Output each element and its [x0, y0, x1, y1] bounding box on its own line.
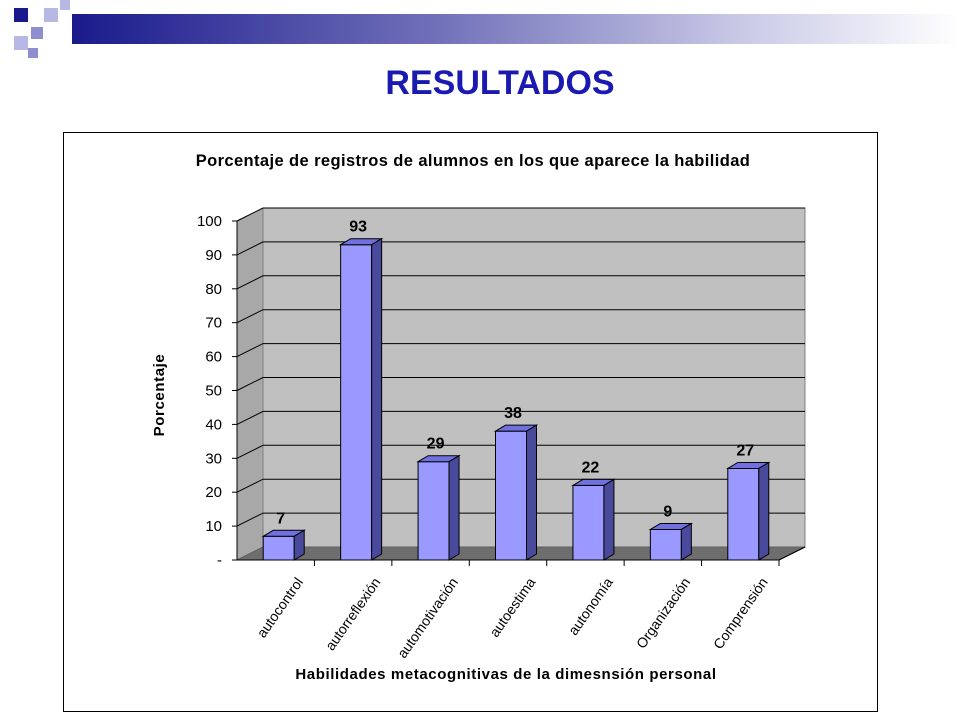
- slide-title: RESULTADOS: [385, 64, 615, 102]
- data-label: 9: [663, 503, 672, 520]
- data-label: 27: [736, 442, 754, 459]
- data-label: 29: [427, 436, 445, 453]
- y-tick-label: -: [217, 552, 222, 569]
- x-axis-title: Habilidades metacognitivas de la dimesns…: [295, 666, 716, 683]
- gridline: [236, 512, 805, 527]
- y-tick-label: 20: [205, 484, 222, 501]
- corner-square-small: [28, 48, 38, 58]
- gridline: [236, 410, 805, 425]
- data-label: 38: [504, 405, 522, 422]
- bar-side: [448, 454, 460, 561]
- bar: [572, 484, 605, 561]
- corner-square-small: [60, 0, 70, 10]
- y-tick-label: 50: [205, 383, 222, 400]
- x-tick-label: autocontrol: [253, 575, 306, 641]
- gridline: [236, 275, 805, 290]
- x-tick-label: autoestima: [486, 574, 539, 639]
- corner-square-dark: [14, 8, 28, 22]
- corner-square-light: [14, 36, 28, 50]
- bar: [340, 244, 373, 561]
- gridline: [236, 478, 805, 493]
- y-tick-label: 70: [205, 315, 222, 332]
- gridline: [236, 241, 805, 256]
- chart-frame: Porcentaje de registros de alumnos en lo…: [63, 132, 878, 712]
- corner-square-mid: [31, 27, 43, 39]
- header-gradient-bar: [72, 14, 960, 44]
- data-label: 7: [276, 510, 285, 527]
- gridline: [236, 343, 805, 358]
- y-tick-label: 60: [205, 349, 222, 366]
- bar-side: [603, 478, 615, 561]
- y-tick-label: 40: [205, 416, 222, 433]
- bar-chart: Porcentaje de registros de alumnos en lo…: [151, 152, 806, 683]
- chart-title: Porcentaje de registros de alumnos en lo…: [196, 152, 751, 170]
- bar-side: [526, 424, 537, 561]
- y-tick-label: 90: [205, 247, 222, 264]
- x-tick-label: autorreflexión: [322, 575, 384, 654]
- bar-side: [371, 237, 383, 561]
- bar: [417, 461, 450, 561]
- corner-square-light: [44, 8, 58, 22]
- data-label: 93: [349, 219, 367, 236]
- bar-side: [680, 522, 692, 561]
- gridline: [236, 377, 805, 391]
- y-tick-label: 80: [205, 281, 222, 298]
- y-tick-label: 100: [197, 213, 222, 230]
- y-axis-title: Porcentaje: [151, 354, 168, 437]
- bar-side: [293, 529, 305, 561]
- x-tick-label: Organización: [633, 575, 693, 652]
- plot-area: - 10 20 30 40 50 60 70 80 90 100 7 autocontrol 93 auto…: [197, 207, 806, 661]
- data-label: 22: [582, 459, 600, 476]
- bar: [727, 467, 760, 561]
- y-tick-label: 10: [205, 518, 222, 535]
- bar-side: [758, 461, 770, 561]
- bar: [649, 528, 682, 561]
- bar: [262, 535, 295, 561]
- x-tick-label: Comprensión: [710, 575, 771, 652]
- x-tick-label: autonomía: [565, 574, 616, 638]
- gridline: [236, 207, 805, 222]
- gridline: [236, 309, 805, 324]
- x-axis-edge: [778, 546, 806, 561]
- x-tick-label: automotivación: [394, 575, 461, 661]
- bar: [495, 430, 527, 561]
- gridline: [236, 444, 805, 459]
- y-tick-label: 30: [205, 450, 222, 467]
